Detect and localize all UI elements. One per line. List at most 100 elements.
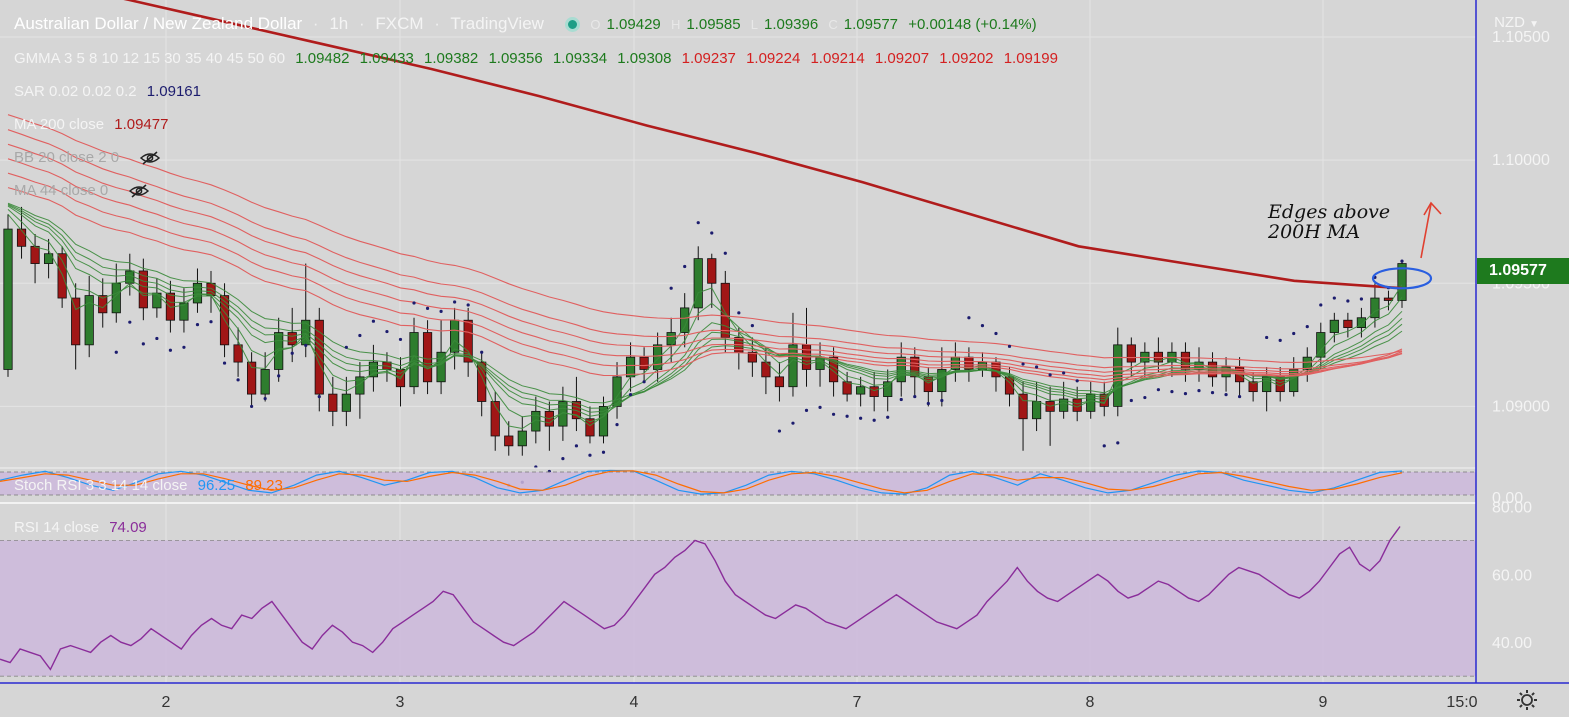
sar-dot — [899, 397, 903, 402]
time-tick-label: 2 — [162, 694, 171, 711]
hidden-eye-icon[interactable] — [139, 151, 161, 165]
time-axis — [0, 683, 1569, 717]
sar-dot — [1197, 389, 1201, 393]
source-label: FXCM — [375, 14, 424, 33]
candle-body — [693, 258, 703, 309]
candle-body — [1343, 319, 1353, 329]
ohlc-readout: O 1.09429 H 1.09585 L 1.09396 C 1.09577 +0.0… — [590, 16, 1042, 33]
candle-body — [1099, 393, 1109, 407]
ma200-label: MA 200 close — [14, 116, 105, 133]
sar-dot — [750, 324, 754, 328]
candle-body — [1397, 263, 1407, 301]
time-tick-label: 4 — [630, 694, 639, 711]
rsi-label: RSI 14 close — [14, 519, 100, 536]
hidden-eye-icon[interactable] — [128, 184, 150, 198]
sar-dot — [628, 392, 633, 397]
gmma-value: 1.09224 — [746, 50, 801, 67]
chart-title-row: Australian Dollar / New Zealand Dollar ·… — [14, 14, 1049, 34]
sar-dot — [1129, 398, 1133, 403]
sar-dot — [385, 329, 389, 334]
sar-dot — [1292, 331, 1296, 336]
rsi-value: 74.09 — [109, 519, 147, 536]
sar-dot — [561, 457, 565, 461]
ma200-legend[interactable]: MA 200 close 1.09477 — [14, 116, 174, 133]
candle-body — [883, 381, 893, 397]
sar-dot — [1034, 365, 1039, 369]
candle-body — [937, 369, 947, 393]
candle-body — [517, 430, 527, 447]
sar-dot — [926, 401, 930, 406]
sar-dot — [1265, 335, 1269, 340]
candle-body — [422, 332, 433, 383]
sar-dot — [1346, 299, 1350, 303]
sar-dot — [804, 408, 809, 412]
symbol-name[interactable]: Australian Dollar / New Zealand Dollar — [14, 14, 303, 33]
currency-label[interactable]: NZD ▼ — [1494, 14, 1539, 31]
sar-dot — [1359, 297, 1363, 301]
sar-dot — [1210, 391, 1215, 395]
candle-body — [179, 302, 189, 321]
rsi-band — [0, 540, 1476, 677]
sar-dot — [669, 286, 673, 290]
open-label: O — [590, 17, 601, 32]
gmma-value: 1.09308 — [617, 50, 672, 67]
stoch-rsi-legend[interactable]: Stoch RSI 3 3 14 14 close 96.25 89.23 — [14, 477, 289, 494]
gmma-value: 1.09207 — [874, 50, 930, 67]
gmma-value: 1.09356 — [488, 50, 543, 67]
platform-label: TradingView — [450, 14, 544, 33]
candle-body — [612, 376, 622, 407]
rsi-tick-label: 60.00 — [1492, 567, 1532, 584]
price-tick-label: 1.09000 — [1492, 398, 1550, 415]
gmma-short-line — [7, 209, 1403, 423]
interval-label[interactable]: 1h — [329, 14, 349, 33]
sar-dot — [480, 350, 484, 354]
sar-dot — [439, 309, 443, 313]
rsi-legend[interactable]: RSI 14 close 74.09 — [14, 519, 153, 536]
candle-body — [260, 369, 270, 395]
sar-dot — [1075, 379, 1079, 383]
candle-body — [1262, 376, 1272, 393]
ma44-legend[interactable]: MA 44 close 0 — [14, 182, 150, 199]
sar-dot — [791, 421, 795, 425]
change-value: +0.00148 (+0.14%) — [908, 16, 1037, 33]
candle-body — [57, 253, 67, 299]
market-status-icon — [564, 17, 580, 33]
price-tick-label: 1.10000 — [1492, 152, 1550, 169]
sar-dot — [114, 350, 118, 354]
candle-body — [1126, 344, 1136, 363]
settings-gear-icon[interactable] — [1516, 689, 1538, 711]
gmma-legend[interactable]: GMMA 3 5 8 10 12 15 30 35 40 45 50 60 1.… — [14, 50, 1064, 67]
candle-body — [747, 351, 757, 363]
candle-body — [788, 344, 798, 388]
candle-body — [71, 297, 81, 346]
annotation-line-1: Edges above — [1268, 201, 1391, 223]
annotation-text[interactable]: Edges above 200H MA — [1268, 202, 1390, 242]
bb-legend[interactable]: BB 20 close 2 0 — [14, 149, 161, 166]
sar-dot — [1007, 344, 1012, 348]
candle-body — [233, 344, 243, 363]
candle-body — [1302, 356, 1312, 370]
sar-dot — [1143, 395, 1147, 400]
candle-body — [192, 282, 203, 304]
sar-dot — [1062, 371, 1066, 375]
candle-body — [84, 295, 94, 346]
sar-dot — [615, 423, 619, 427]
sar-dot — [425, 306, 430, 310]
sar-dot — [222, 361, 227, 365]
candle-body — [585, 418, 595, 437]
gmma-short-line — [7, 203, 1403, 409]
stoch-d-line — [0, 470, 1403, 494]
sar-legend[interactable]: SAR 0.02 0.02 0.2 1.09161 — [14, 83, 207, 100]
sar-dot — [1400, 259, 1404, 263]
gmma-label: GMMA 3 5 8 10 12 15 30 35 40 45 50 60 — [14, 50, 286, 67]
sar-dot — [128, 320, 132, 324]
price-tick-label: 1.10500 — [1492, 29, 1550, 46]
sar-dot — [412, 301, 416, 305]
candle-body — [1180, 351, 1191, 370]
gmma-long-line — [7, 187, 1403, 384]
stoch-rsi-label: Stoch RSI 3 3 14 14 close — [14, 477, 188, 494]
candle-body — [16, 228, 27, 247]
candle-body — [680, 307, 690, 333]
rsi-tick-label: 40.00 — [1492, 635, 1532, 652]
